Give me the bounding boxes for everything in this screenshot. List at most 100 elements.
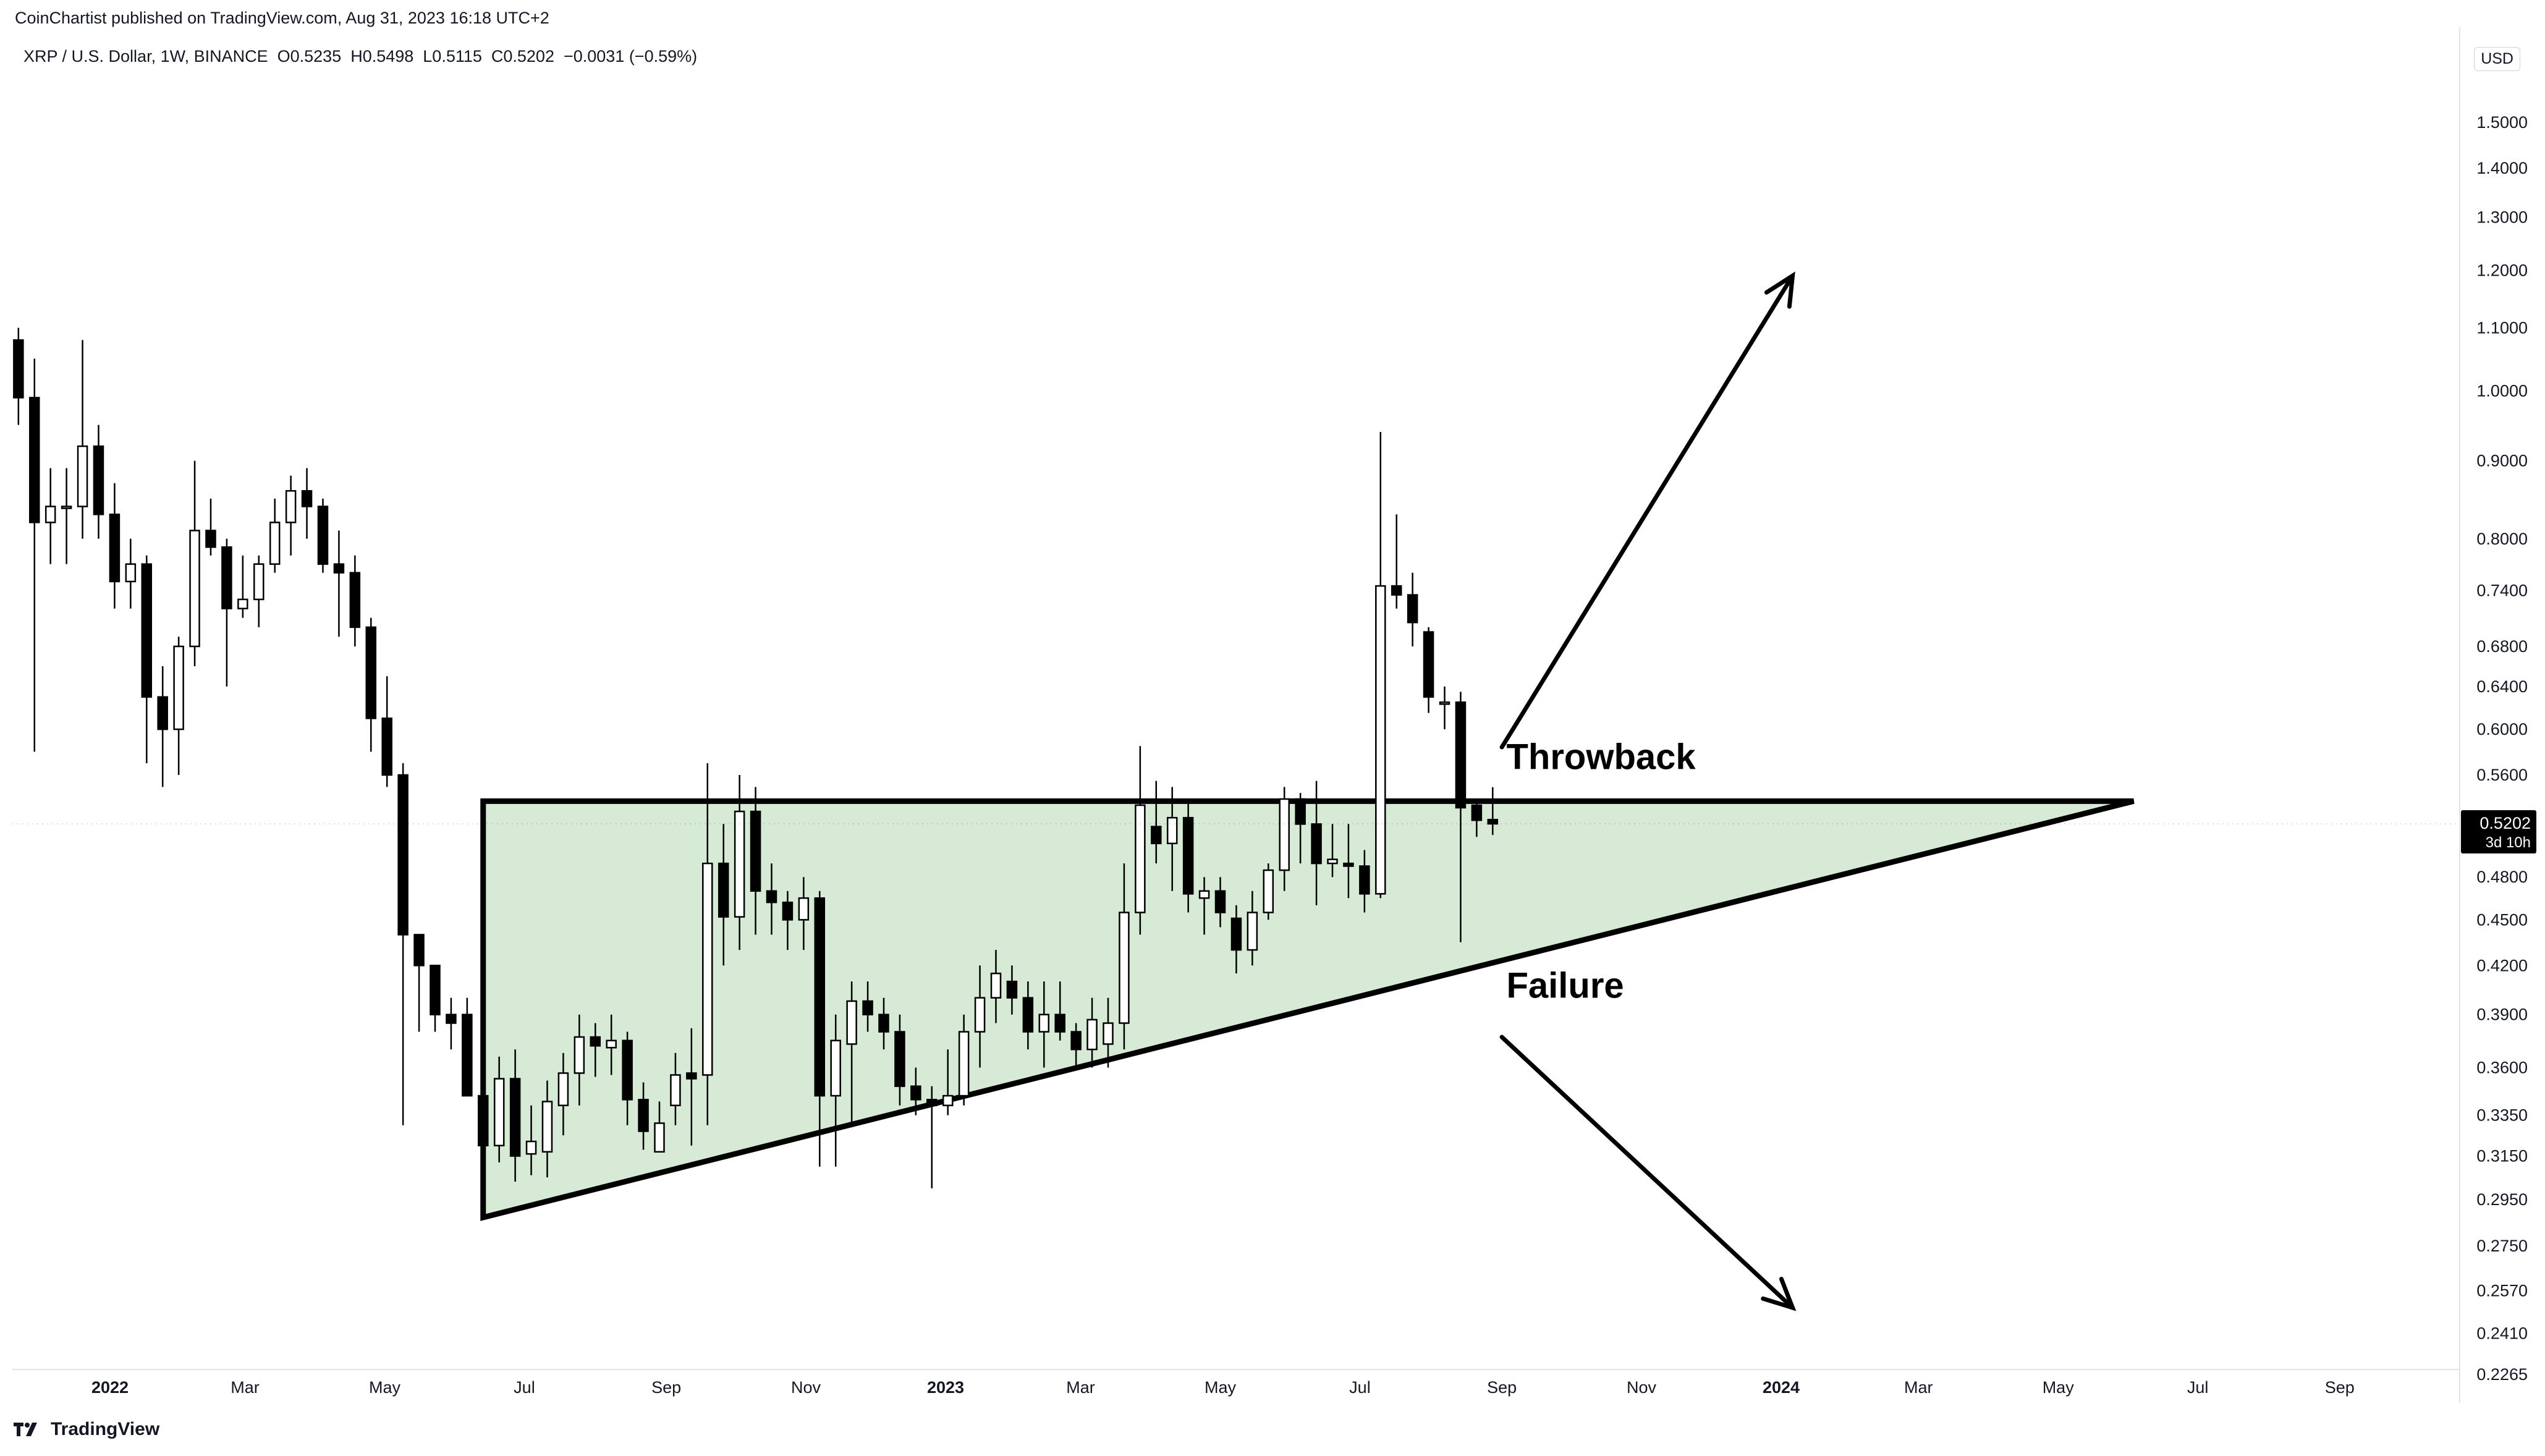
candle-down bbox=[590, 1036, 601, 1047]
candle-up bbox=[798, 897, 810, 921]
candle-up bbox=[253, 563, 265, 601]
candle-up bbox=[702, 862, 713, 1076]
candle-down bbox=[782, 901, 794, 921]
candle-up bbox=[493, 1078, 505, 1146]
ascending-triangle bbox=[480, 798, 2135, 1221]
y-tick-label: 0.2265 bbox=[2476, 1365, 2528, 1384]
candle-up bbox=[1279, 798, 1290, 871]
candle-down bbox=[397, 774, 409, 936]
y-tick-label: 0.6800 bbox=[2476, 637, 2528, 656]
chart-area[interactable]: 1.5000 1.4000 1.3000 1.2000 1.1000 1.0000 0.90… bbox=[12, 27, 2545, 1403]
symbol-ohlc-legend: XRP / U.S. Dollar, 1W, BINANCE O0.5235 H… bbox=[23, 47, 698, 66]
candle-down bbox=[1214, 890, 1226, 913]
y-tick-label: 0.3900 bbox=[2476, 1005, 2528, 1024]
y-tick-label: 0.4200 bbox=[2476, 956, 2528, 975]
candle-up bbox=[1166, 816, 1178, 845]
candle-up bbox=[1086, 1018, 1098, 1051]
x-tick-label: Jul bbox=[1349, 1378, 1371, 1397]
x-tick-label: 2022 bbox=[91, 1378, 129, 1397]
candle-up bbox=[670, 1074, 681, 1106]
x-tick-label: Jul bbox=[514, 1378, 535, 1397]
candle-up bbox=[942, 1094, 954, 1106]
candle-down bbox=[1054, 1014, 1065, 1033]
candle-down bbox=[446, 1014, 457, 1024]
candle-up bbox=[830, 1039, 841, 1097]
candle-up bbox=[285, 490, 297, 523]
y-tick-label: 0.3600 bbox=[2476, 1058, 2528, 1077]
candle-up bbox=[1327, 858, 1338, 865]
x-tick-label: Mar bbox=[1066, 1378, 1095, 1397]
x-tick-label: May bbox=[369, 1378, 401, 1397]
candle-down bbox=[1423, 631, 1434, 698]
y-tick-label: 0.6000 bbox=[2476, 720, 2528, 739]
candle-up bbox=[557, 1072, 569, 1106]
x-tick-label: 2023 bbox=[927, 1378, 964, 1397]
candle-down bbox=[301, 490, 313, 507]
candle-down bbox=[1487, 818, 1499, 825]
candle-up bbox=[125, 563, 137, 583]
y-tick-label: 1.1000 bbox=[2476, 319, 2528, 337]
x-tick-label: Nov bbox=[791, 1378, 821, 1397]
x-tick-label: Sep bbox=[1487, 1378, 1517, 1397]
price-chart[interactable]: 1.5000 1.4000 1.3000 1.2000 1.1000 1.0000 0.90… bbox=[12, 27, 2545, 1403]
y-tick-label: 0.2950 bbox=[2476, 1190, 2528, 1209]
candle-down bbox=[1006, 980, 1018, 999]
y-tick-label: 0.2410 bbox=[2476, 1324, 2528, 1343]
candle-down bbox=[333, 563, 345, 574]
candle-up bbox=[189, 530, 200, 648]
candle-down bbox=[349, 572, 361, 629]
candle-down bbox=[766, 890, 777, 904]
y-tick-label: 0.4500 bbox=[2476, 910, 2528, 929]
bar-countdown: 3d 10h bbox=[2486, 834, 2531, 851]
candle-down bbox=[926, 1099, 938, 1106]
candle-down bbox=[221, 546, 232, 609]
last-price-tag bbox=[2461, 810, 2536, 854]
candle-down bbox=[1151, 826, 1162, 845]
candle-down bbox=[205, 530, 216, 548]
candle-down bbox=[1343, 862, 1354, 867]
candle-down bbox=[317, 506, 329, 565]
x-tick-label: Nov bbox=[1627, 1378, 1657, 1397]
x-tick-label: Sep bbox=[2325, 1378, 2355, 1397]
x-tick-label: May bbox=[1205, 1378, 1237, 1397]
candle-up bbox=[974, 997, 986, 1033]
candle-down bbox=[509, 1078, 521, 1157]
candle-down bbox=[1230, 917, 1242, 951]
candle-down bbox=[1407, 594, 1418, 624]
candle-down bbox=[622, 1039, 633, 1101]
y-tick-label: 0.3350 bbox=[2476, 1106, 2528, 1125]
candle-up bbox=[846, 1000, 857, 1045]
x-tick-label: Mar bbox=[1904, 1378, 1933, 1397]
y-tick-label: 0.8000 bbox=[2476, 530, 2528, 548]
candle-up bbox=[61, 506, 72, 509]
x-tick-label: Jul bbox=[2187, 1378, 2209, 1397]
candle-up bbox=[574, 1036, 585, 1074]
candle-up bbox=[525, 1140, 537, 1155]
candle-down bbox=[750, 810, 761, 892]
candle-down bbox=[157, 696, 168, 730]
y-tick-label: 0.5600 bbox=[2476, 766, 2528, 784]
candle-down bbox=[141, 563, 153, 698]
candle-down bbox=[365, 626, 377, 719]
y-tick-label: 0.2570 bbox=[2476, 1282, 2528, 1300]
candle-down bbox=[13, 339, 24, 399]
candle-up bbox=[541, 1101, 553, 1153]
tradingview-logo-icon bbox=[14, 1423, 37, 1436]
brand-name: TradingView bbox=[51, 1419, 160, 1439]
candle-up bbox=[1119, 912, 1130, 1024]
currency-button[interactable]: USD bbox=[2474, 47, 2520, 71]
y-tick-label: 0.6400 bbox=[2476, 677, 2528, 696]
candle-down bbox=[93, 445, 104, 515]
x-tick-label: Mar bbox=[231, 1378, 260, 1397]
y-tick-label: 1.5000 bbox=[2476, 113, 2528, 132]
candle-up bbox=[1103, 1022, 1114, 1045]
candle-down bbox=[894, 1031, 905, 1087]
candle-down bbox=[478, 1094, 489, 1146]
y-tick-label: 0.7400 bbox=[2476, 581, 2528, 599]
candle-down bbox=[1295, 798, 1306, 825]
candle-up bbox=[237, 598, 248, 609]
y-tick-label: 1.0000 bbox=[2476, 382, 2528, 400]
candle-up bbox=[1038, 1014, 1050, 1033]
last-price-value: 0.5202 bbox=[2479, 814, 2531, 832]
y-tick-label: 0.2750 bbox=[2476, 1237, 2528, 1255]
